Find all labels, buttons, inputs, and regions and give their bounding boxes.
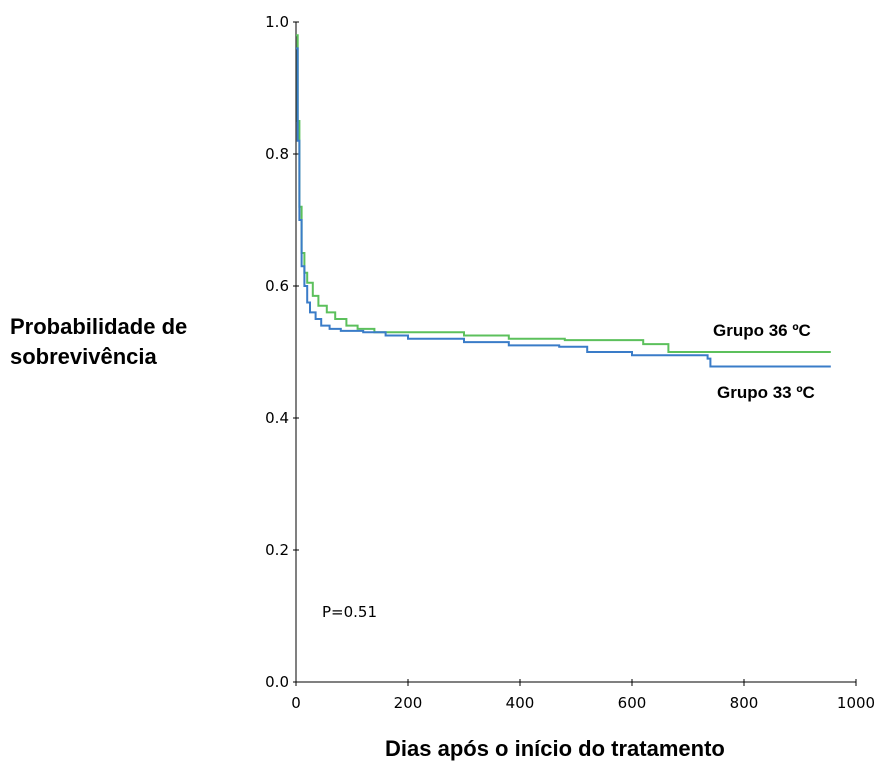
y-tick-label: 0.0 [265,673,289,691]
y-tick-label: 0.6 [265,277,289,295]
y-tick-label: 1.0 [265,13,289,31]
p-value-annotation: P=0.51 [322,603,378,621]
survival-curve-33 [296,47,831,368]
y-axis-title-line-2: sobrevivência [10,344,157,369]
y-tick-label: 0.2 [265,541,289,559]
x-tick-label: 200 [394,694,423,712]
series-label-36: Grupo 36 ºC [713,321,811,340]
x-axis-title: Dias após o início do tratamento [385,736,725,761]
x-tick-label: 1000 [837,694,875,712]
series-label-33: Grupo 33 ºC [717,383,815,402]
x-tick-label: 400 [506,694,535,712]
series-layer [296,34,831,368]
y-tick-label: 0.8 [265,145,289,163]
axes: 0.0 0.2 0.4 0.6 0.8 1.0 0 200 400 600 800 1000 [265,13,875,712]
y-axis-title-line-1: Probabilidade de [10,314,188,339]
y-axis-title: Probabilidade de sobrevivência [10,312,250,372]
y-tick-label: 0.4 [265,409,289,427]
x-tick-label: 0 [291,694,301,712]
survival-curve-36 [296,34,831,353]
x-tick-label: 600 [618,694,647,712]
x-tick-label: 800 [730,694,759,712]
